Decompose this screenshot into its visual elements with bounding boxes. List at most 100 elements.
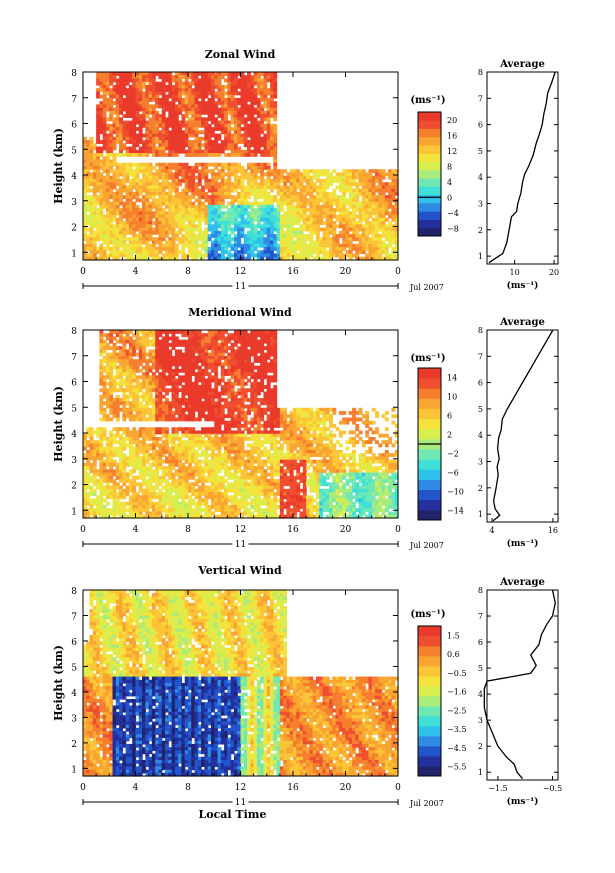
heatmap-cell [128, 78, 133, 83]
heatmap-cell [224, 182, 228, 187]
heatmap-cell [358, 243, 363, 248]
heatmap-cell [197, 84, 202, 89]
heatmap-cell [165, 175, 169, 180]
heatmap-cell [102, 120, 107, 125]
heatmap-cell [348, 237, 353, 242]
heatmap-cell [191, 140, 196, 144]
heatmap-cell [332, 240, 337, 245]
heatmap-cell [332, 243, 337, 248]
heatmap-cell [335, 178, 340, 183]
heatmap-cell [270, 107, 274, 112]
heatmap-cell [191, 201, 196, 206]
heatmap-cell [151, 114, 156, 118]
heatmap-cell [210, 162, 215, 167]
heatmap-cell [184, 224, 189, 229]
heatmap-cell [289, 188, 294, 193]
heatmap-cell [348, 211, 353, 216]
heatmap-cell [145, 169, 150, 174]
heatmap-cell [86, 253, 91, 258]
heatmap-cell [214, 195, 219, 200]
y-tick-label: 4 [71, 172, 77, 182]
heatmap-cell [204, 230, 209, 235]
heatmap-cell [302, 237, 307, 242]
heatmap-cell [148, 136, 153, 141]
heatmap-cell [342, 221, 347, 225]
heatmap-cell [165, 127, 169, 131]
heatmap-cell [125, 110, 130, 115]
heatmap-cell [142, 120, 146, 125]
heatmap-cell [188, 123, 192, 128]
heatmap-cell [247, 75, 251, 80]
heatmap-cell [240, 94, 245, 99]
heatmap-cell [194, 227, 199, 232]
heatmap-cell [105, 166, 110, 170]
heatmap-cell [161, 140, 166, 144]
heatmap-cell [253, 247, 258, 251]
heatmap-cell [256, 88, 261, 93]
heatmap-cell [151, 227, 156, 232]
heatmap-cell [309, 237, 314, 242]
heatmap-cell [161, 217, 166, 222]
heatmap-cell [329, 172, 333, 177]
heatmap-cell [102, 81, 107, 86]
heatmap-cell [184, 114, 189, 118]
heatmap-cell [365, 195, 370, 200]
heatmap-cell [105, 230, 110, 235]
heatmap-cell [243, 208, 248, 212]
heatmap-cell [296, 253, 301, 258]
heatmap-cell [302, 175, 307, 180]
heatmap-cell [191, 94, 196, 99]
heatmap-cell [217, 247, 222, 251]
heatmap-cell [122, 234, 127, 238]
heatmap-cell [112, 237, 117, 242]
heatmap-cell [332, 247, 337, 251]
heatmap-cell [286, 247, 291, 251]
heatmap-cell [319, 243, 324, 248]
heatmap-cell [109, 253, 114, 258]
heatmap-cell [161, 169, 166, 174]
heatmap-cell [128, 237, 133, 242]
heatmap-cell [299, 250, 304, 255]
heatmap-cell [112, 240, 117, 245]
heatmap-cell [201, 256, 206, 261]
heatmap-cell [256, 78, 261, 83]
heatmap-cell [109, 230, 114, 235]
heatmap-cell [352, 221, 356, 225]
heatmap-cell [256, 133, 261, 138]
heatmap-cell [214, 75, 219, 80]
heatmap-cell [365, 185, 370, 190]
heatmap-cell [276, 253, 281, 258]
heatmap-cell [184, 240, 189, 245]
heatmap-cell [171, 253, 176, 258]
heatmap-cell [243, 153, 248, 157]
heatmap-cell [365, 204, 370, 209]
heatmap-cell [240, 114, 245, 118]
heatmap-cell [279, 195, 284, 200]
heatmap-cell [99, 204, 104, 209]
heatmap-cell [247, 166, 251, 170]
heatmap-cell [109, 169, 114, 174]
heatmap-cell [315, 201, 320, 206]
heatmap-cell [145, 195, 150, 200]
colorbar-segment [418, 161, 441, 171]
heatmap-cell [260, 201, 265, 206]
heatmap-cell [197, 188, 202, 193]
heatmap-cell [220, 240, 225, 245]
heatmap-cell [145, 104, 150, 109]
heatmap-cell [273, 136, 278, 141]
heatmap-cell [312, 208, 317, 212]
heatmap-cell [361, 201, 366, 206]
heatmap-cell [342, 191, 347, 196]
heatmap-cell [184, 75, 189, 80]
heatmap-cell [256, 166, 261, 170]
heatmap-cell [230, 204, 235, 209]
heatmap-cell [122, 97, 127, 102]
heatmap-cell [325, 201, 330, 206]
heatmap-cell [135, 204, 140, 209]
heatmap-cell [207, 234, 212, 238]
heatmap-cell [286, 217, 291, 222]
heatmap-cell [253, 72, 258, 76]
heatmap-cell [197, 208, 202, 212]
heatmap-cell [96, 172, 101, 177]
heatmap-cell [115, 81, 120, 86]
